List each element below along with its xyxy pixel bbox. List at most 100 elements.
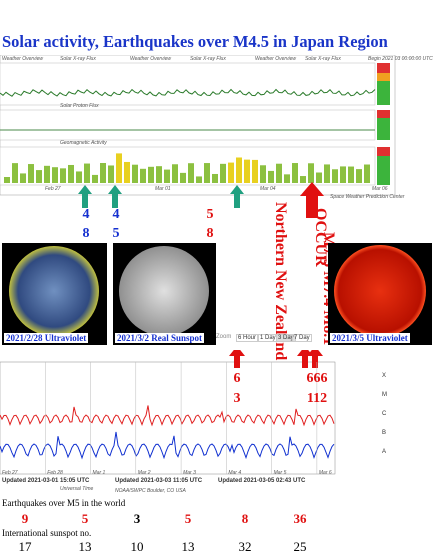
decor-bar (316, 172, 322, 183)
decor-bar (324, 164, 330, 183)
panel-header: Solar X-ray Flux (190, 56, 226, 62)
sun-images (2, 243, 432, 345)
image-caption: 2021/3/5 Ultraviolet (330, 333, 410, 343)
time-label: Universal Time (60, 486, 94, 492)
decor-bar (156, 166, 162, 183)
title: Solar activity, Earthquakes over M4.5 in… (2, 32, 388, 51)
panel-header: Solar X-ray Flux (305, 56, 341, 62)
class-label: X (382, 373, 387, 379)
panel-header: Geomagnetic Activity (60, 140, 107, 146)
sunspot-count: 17 (18, 539, 32, 554)
decor-bar (108, 165, 114, 183)
date-label: Mar 06 (372, 186, 388, 192)
decor-bar (4, 177, 10, 183)
zoom-option[interactable]: 6 Hour (236, 334, 259, 342)
decor-bar (252, 159, 258, 183)
decor-bar (260, 165, 266, 183)
update-label: Updated 2021-03-03 11:05 UTC (115, 478, 203, 484)
credit: NOAA/SWPC Boulder, CO USA (115, 488, 186, 494)
date-label: Mar 3 (183, 470, 196, 476)
decor-bar (164, 169, 170, 183)
decor-bar (180, 172, 186, 183)
annotation-number: 5 (112, 226, 120, 241)
class-label: A (382, 449, 387, 455)
credit: Space Weather Prediction Center (330, 194, 405, 200)
decor-bar (340, 166, 346, 183)
decor-bar (36, 170, 42, 183)
image-caption: 2021/2/28 Ultraviolet (4, 333, 89, 343)
decor-bar (292, 163, 298, 183)
decor-bar (196, 176, 202, 183)
date-label: Mar 6 (318, 470, 332, 476)
decor-bar (212, 173, 218, 183)
decor-bar (348, 166, 354, 183)
decor-bar (28, 164, 34, 183)
xray-chart (0, 350, 336, 475)
panel-header: Begin 2021 03 00:00:00 UTC (368, 56, 433, 62)
decor-bar (52, 167, 58, 183)
decor-bar (92, 174, 98, 183)
annotation-number: 666 (306, 371, 328, 386)
decor-bar (172, 164, 178, 183)
sunspot-count: 32 (238, 539, 252, 554)
decor-bar (140, 168, 146, 183)
quake-region: Northern New Zealand (272, 202, 289, 361)
update-label: Updated 2021-03-05 02:43 UTC (218, 478, 306, 484)
decor-bar (132, 164, 138, 183)
sunspot-count: 13 (78, 539, 92, 554)
sunspot-count: 13 (181, 539, 195, 554)
panel-header: Weather Overview (255, 56, 297, 62)
decor-bar (44, 165, 50, 183)
decor-bar (124, 161, 130, 183)
decor-bar (268, 170, 274, 183)
annotation-number: 8 (82, 226, 90, 241)
decor-bar (276, 163, 282, 183)
quake-count: 3 (133, 511, 141, 526)
decor-bar (76, 171, 82, 183)
image-caption: 2021/3/2 Real Sunspot (115, 333, 205, 343)
annotation-number: 4 (112, 207, 120, 222)
annotation-number: 3 (233, 391, 241, 406)
quake-count: 8 (241, 511, 249, 526)
date-label: Mar 5 (273, 470, 287, 476)
decor-bar (60, 168, 66, 183)
sunspot-count: 10 (130, 539, 144, 554)
date-label: Feb 28 (47, 470, 63, 476)
zoom-option[interactable]: 7 Day (292, 334, 312, 342)
decor-bar (20, 173, 26, 183)
quake-count: 5 (81, 511, 89, 526)
decor-bar (308, 163, 314, 183)
class-label: C (382, 411, 387, 417)
date-label: Mar 04 (260, 186, 276, 192)
quake-count: 5 (184, 511, 192, 526)
decor-bar (204, 163, 210, 183)
zoom-option[interactable]: 1 Day (258, 334, 278, 342)
annotation-number: 4 (82, 207, 90, 222)
table-heading: International sunspot no. (2, 528, 92, 538)
sunspot-count: 25 (293, 539, 307, 554)
decor-bar (228, 162, 234, 183)
panel-header: Solar X-ray Flux (60, 56, 96, 62)
panel-header: Weather Overview (130, 56, 172, 62)
annotation-number: 8 (206, 226, 214, 241)
table-heading: Earthquakes over M5 in the world (2, 498, 126, 508)
decor-bar (300, 176, 306, 183)
annotation-number: 112 (306, 391, 328, 406)
decor-bar (236, 157, 242, 183)
date-label: Mar 1 (92, 470, 106, 476)
decor-bar (100, 163, 106, 183)
decor-bar (188, 163, 194, 183)
date-label: Mar 4 (228, 470, 242, 476)
panel-header: Weather Overview (2, 56, 44, 62)
date-label: Feb 27 (45, 186, 61, 192)
arrows (78, 182, 324, 218)
decor-bar (332, 169, 338, 183)
quake-occur: OCCUR (312, 208, 329, 267)
zoom-option[interactable]: 3 Day (276, 334, 296, 342)
panel-header: Solar Proton Flux (60, 103, 99, 109)
zoom-label: Zoom (216, 334, 232, 340)
date-label: Mar 01 (155, 186, 171, 192)
decor-bar (356, 169, 362, 183)
class-label: B (382, 430, 387, 436)
